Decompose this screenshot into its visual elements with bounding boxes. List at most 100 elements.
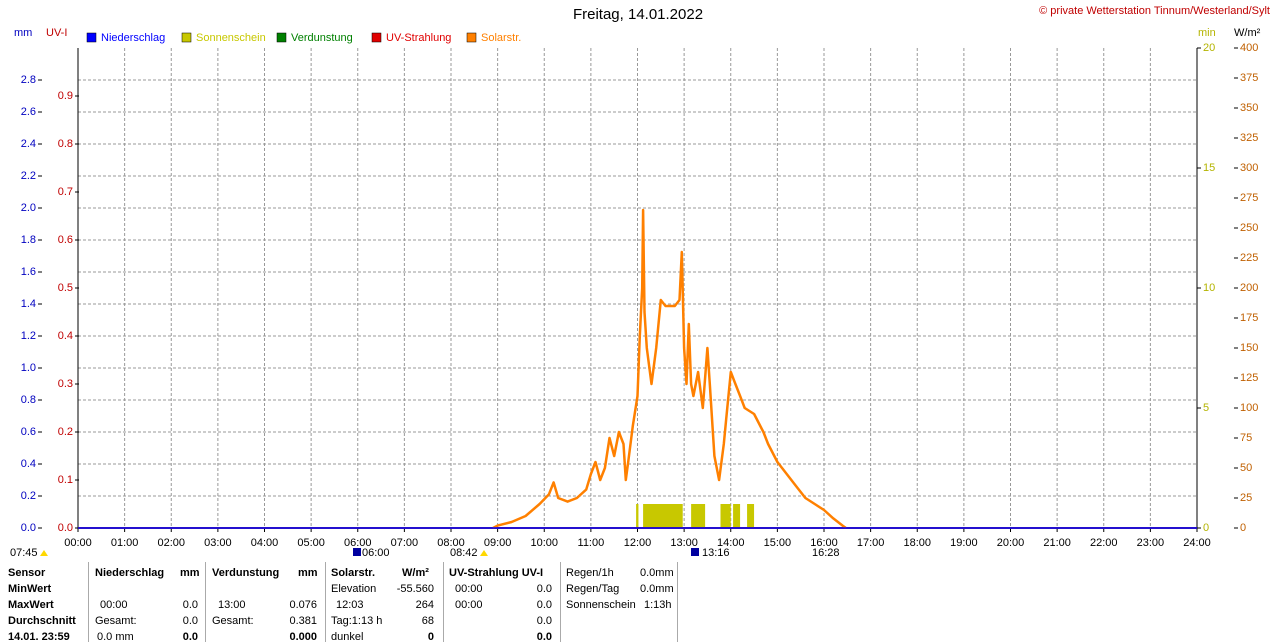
cell: 12:03 [336,599,364,611]
y-tick-label: 0.8 [21,394,36,406]
y4-tick-label: 175 [1240,312,1258,324]
x-tick-label: 03:00 [204,537,232,549]
table-label: Sensor [8,567,46,579]
sunshine-bar [720,504,731,528]
cell: 0.0 [536,615,552,627]
table-unit: mm [298,567,318,579]
x-tick-label: 06:00 [344,537,372,549]
x-tick-label: 24:00 [1183,537,1211,549]
y2-tick-label: 0.9 [58,90,73,102]
cell: 0.0 [182,615,198,627]
y2-tick-label: 0.4 [58,330,73,342]
sunshine-bar [643,504,683,528]
cell: 0.076 [289,599,317,611]
y3-tick-label: 0 [1203,522,1209,534]
y2-tick-label: 0.7 [58,186,73,198]
cell: 0.0 mm [97,631,134,643]
cell: Gesamt: [212,615,254,627]
x-tick-label: 21:00 [1043,537,1071,549]
x-tick-label: 23:00 [1137,537,1165,549]
cell: 0.0mm [640,567,674,579]
table-header: Solarstr. [331,567,376,579]
sunshine-bar [636,504,639,528]
sun-mark: 16:28 [812,547,840,559]
separator [443,562,444,642]
y2-axis-label: UV-I [46,27,67,39]
y4-tick-label: 250 [1240,222,1258,234]
y2-tick-label: 0.3 [58,378,73,390]
y4-tick-label: 400 [1240,42,1258,54]
y-tick-label: 0.6 [21,426,36,438]
y3-tick-label: 10 [1203,282,1215,294]
chart: Freitag, 14.01.2022 © private Wetterstat… [10,5,1270,559]
y-tick-label: 1.4 [21,298,36,310]
legend-swatch [371,32,382,43]
cell: 0.0 [536,583,552,595]
y3-tick-label: 5 [1203,402,1209,414]
y4-tick-label: 225 [1240,252,1258,264]
sunshine-bar [691,504,706,528]
chart-title: Freitag, 14.01.2022 [573,6,703,23]
x-tick-label: 04:00 [251,537,279,549]
cell: 1:13h [644,599,672,611]
x-tick-label: 18:00 [903,537,931,549]
cell: 0.0 [182,599,198,611]
y2-tick-label: 0.2 [58,426,73,438]
y-tick-label: 2.0 [21,202,36,214]
y4-tick-label: 50 [1240,462,1252,474]
table-header: UV-Strahlung UV-I [449,567,544,579]
legend-swatch [86,32,97,43]
y3-tick-label: 20 [1203,42,1215,54]
x-tick-label: 07:00 [391,537,419,549]
y-tick-label: 2.8 [21,74,36,86]
table-unit: mm [180,567,200,579]
cell: Gesamt: [95,615,137,627]
table-label: Durchschnitt [8,615,76,627]
cell: 264 [415,599,434,611]
y-tick-label: 0.4 [21,458,36,470]
y3-tick-label: 15 [1203,162,1215,174]
copyright: © private Wetterstation Tinnum/Westerlan… [1039,5,1270,17]
y-tick-label: 2.4 [21,138,36,150]
cell: 0.000 [289,631,317,643]
cell: Elevation [331,583,377,595]
separator [205,562,206,642]
y4-axis-label: W/m² [1234,27,1261,39]
legend-label: UV-Strahlung [386,32,451,44]
sun-mark: 08:42 [450,547,478,559]
y-tick-label: 1.0 [21,362,36,374]
y4-tick-label: 0 [1240,522,1246,534]
sun-mark: 07:45 [10,547,38,559]
cell: Tag:1:13 h [331,615,383,627]
y4-tick-label: 100 [1240,402,1258,414]
y-tick-label: 0.0 [21,522,36,534]
cell: 13:00 [218,599,246,611]
moon-icon [691,548,699,556]
y4-tick-label: 300 [1240,162,1258,174]
cell: 0.0mm [640,583,674,595]
y2-tick-label: 0.5 [58,282,73,294]
cell: -55.560 [396,583,434,595]
x-tick-label: 11:00 [578,537,605,549]
y2-tick-label: 0.1 [58,474,73,486]
x-tick-label: 22:00 [1090,537,1118,549]
y-tick-label: 2.6 [21,106,36,118]
separator [88,562,89,642]
cell: Regen/Tag [566,583,620,595]
table-label: 14.01. 23:59 [8,631,70,643]
legend-swatch [181,32,192,43]
y3-axis-label: min [1198,27,1216,39]
x-tick-label: 09:00 [484,537,512,549]
y2-tick-label: 0.0 [58,522,73,534]
y-tick-label: 1.6 [21,266,36,278]
y4-tick-label: 25 [1240,492,1252,504]
x-tick-label: 15:00 [764,537,792,549]
cell: 0.0 [536,599,552,611]
x-tick-label: 08:00 [437,537,465,549]
sun-mark: 13:16 [702,547,730,559]
table-header: Verdunstung [212,567,280,579]
x-tick-label: 05:00 [297,537,325,549]
y4-tick-label: 375 [1240,72,1258,84]
x-tick-label: 19:00 [950,537,978,549]
x-tick-label: 16:00 [810,537,838,549]
